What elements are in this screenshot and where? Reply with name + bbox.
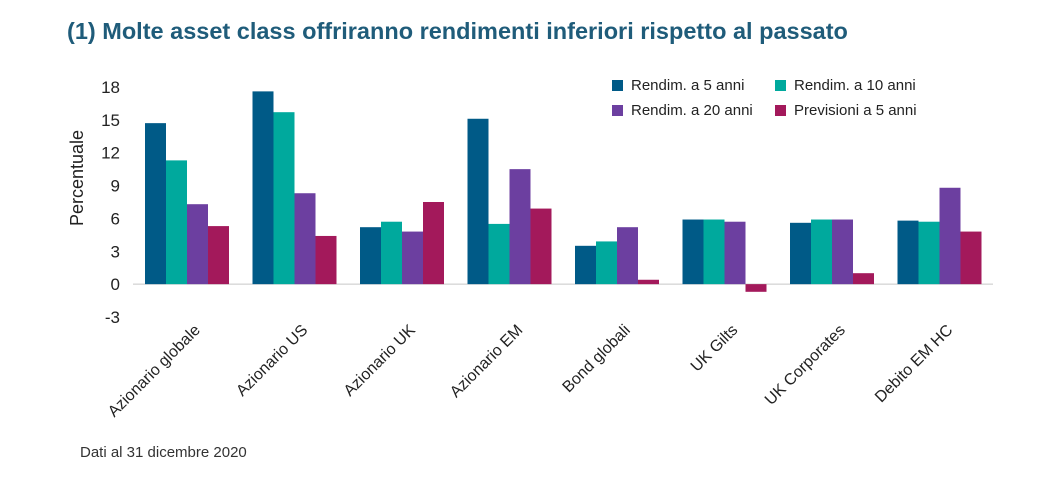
source-note: Dati al 31 dicembre 2020 bbox=[80, 444, 247, 461]
legend-swatch bbox=[775, 105, 786, 116]
chart-title: (1) Molte asset class offriranno rendime… bbox=[67, 18, 848, 44]
bar bbox=[617, 227, 638, 285]
bar bbox=[166, 160, 187, 285]
legend: Rendim. a 5 anni Rendim. a 10 anni Rendim.… bbox=[612, 77, 917, 119]
x-tick-label: Azionario globale bbox=[105, 322, 204, 421]
bar bbox=[724, 221, 746, 285]
y-tick-label: 12 bbox=[101, 144, 120, 163]
legend-swatch bbox=[612, 105, 623, 116]
x-tick-label: Azionario UK bbox=[341, 322, 419, 400]
bar bbox=[423, 202, 444, 285]
bar bbox=[530, 208, 552, 285]
y-tick-label: 9 bbox=[111, 177, 120, 196]
legend-label: Previsioni a 5 anni bbox=[794, 102, 917, 119]
y-axis-label: Percentuale bbox=[67, 130, 87, 226]
y-tick-label: 15 bbox=[101, 111, 120, 130]
legend-label: Rendim. a 10 anni bbox=[794, 77, 916, 94]
bar bbox=[832, 219, 853, 285]
bar bbox=[575, 245, 596, 285]
bar bbox=[960, 231, 982, 285]
y-tick-label: 6 bbox=[111, 209, 120, 228]
bar bbox=[790, 222, 811, 285]
bar bbox=[509, 169, 531, 285]
bar bbox=[294, 193, 316, 285]
bars bbox=[145, 91, 982, 292]
legend-label: Rendim. a 5 anni bbox=[631, 77, 744, 94]
y-tick-label: 0 bbox=[111, 275, 120, 294]
legend-swatch bbox=[612, 80, 623, 91]
bar bbox=[381, 221, 402, 285]
bar bbox=[596, 241, 617, 285]
x-tick-label: Bond globali bbox=[560, 322, 634, 396]
bar bbox=[811, 219, 832, 285]
bar bbox=[745, 284, 767, 292]
bar bbox=[252, 91, 274, 285]
x-tick-label: UK Gilts bbox=[688, 322, 742, 376]
bar bbox=[360, 227, 381, 285]
bar bbox=[939, 187, 961, 285]
y-tick-label: 18 bbox=[101, 78, 120, 97]
x-tick-label: Debito EM HC bbox=[872, 322, 956, 406]
bar bbox=[187, 204, 208, 285]
bar bbox=[467, 118, 489, 285]
bar bbox=[897, 220, 919, 285]
x-tick-label: Azionario EM bbox=[447, 322, 526, 401]
bar bbox=[273, 112, 295, 285]
bar bbox=[682, 219, 704, 285]
bar bbox=[638, 279, 659, 285]
x-tick-label: Azionario US bbox=[233, 322, 311, 400]
bar bbox=[208, 226, 229, 285]
bar bbox=[315, 235, 337, 285]
x-tick-label: UK Corporates bbox=[762, 322, 849, 409]
legend-label: Rendim. a 20 anni bbox=[631, 102, 753, 119]
bar bbox=[145, 123, 166, 285]
legend-swatch bbox=[775, 80, 786, 91]
bar bbox=[488, 223, 510, 285]
bar bbox=[853, 273, 874, 285]
bar bbox=[402, 231, 423, 285]
y-tick-label: -3 bbox=[105, 308, 120, 327]
bar bbox=[918, 221, 940, 285]
bar bbox=[703, 219, 725, 285]
y-tick-label: 3 bbox=[111, 242, 120, 261]
